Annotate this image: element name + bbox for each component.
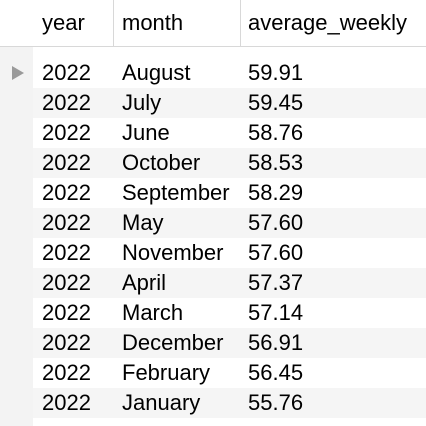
table-row[interactable]: 2022 March 57.14 (0, 298, 426, 328)
table-row[interactable]: 2022 October 58.53 (0, 148, 426, 178)
cell-year[interactable]: 2022 (42, 360, 91, 385)
cell-average-weekly[interactable]: 57.14 (248, 300, 304, 325)
cell-year[interactable]: 2022 (42, 60, 91, 85)
cell-month[interactable]: August (122, 60, 191, 85)
table-row[interactable]: 2022 July 59.45 (0, 88, 426, 118)
cell-average-weekly[interactable]: 56.91 (248, 330, 304, 355)
row-background (33, 298, 426, 328)
cell-year[interactable]: 2022 (42, 180, 91, 205)
cell-month[interactable]: November (122, 240, 224, 265)
cell-year[interactable]: 2022 (42, 330, 91, 355)
row-background (33, 238, 426, 268)
cell-month[interactable]: July (122, 90, 162, 115)
table-row[interactable]: 2022 December 56.91 (0, 328, 426, 358)
cell-average-weekly[interactable]: 56.45 (248, 360, 304, 385)
cell-month[interactable]: September (122, 180, 230, 205)
row-background (33, 358, 426, 388)
cell-average-weekly[interactable]: 58.53 (248, 150, 304, 175)
header-divider (0, 46, 426, 47)
row-background (33, 208, 426, 238)
cell-average-weekly[interactable]: 59.91 (248, 60, 304, 85)
cell-year[interactable]: 2022 (42, 300, 91, 325)
cell-month[interactable]: May (122, 210, 164, 235)
cell-month[interactable]: January (122, 390, 201, 415)
cell-average-weekly[interactable]: 57.37 (248, 270, 304, 295)
cell-month[interactable]: April (122, 270, 167, 295)
cell-average-weekly[interactable]: 55.76 (248, 390, 304, 415)
cell-year[interactable]: 2022 (42, 90, 91, 115)
table-row[interactable]: 2022 May 57.60 (0, 208, 426, 238)
cell-month[interactable]: March (122, 300, 184, 325)
table-row[interactable]: 2022 January 55.76 (0, 388, 426, 418)
column-header-month[interactable]: month (122, 10, 184, 35)
row-background (33, 268, 426, 298)
cell-average-weekly[interactable]: 58.76 (248, 120, 304, 145)
column-divider[interactable] (113, 0, 114, 46)
triangle-right-icon (12, 66, 24, 80)
row-background (33, 388, 426, 418)
row-background (33, 178, 426, 208)
row-background (33, 328, 426, 358)
cell-average-weekly[interactable]: 58.29 (248, 180, 304, 205)
table-row[interactable]: 2022 August 59.91 (0, 58, 426, 88)
cell-year[interactable]: 2022 (42, 210, 91, 235)
cell-year[interactable]: 2022 (42, 270, 91, 295)
row-background (33, 58, 426, 88)
column-header-year[interactable]: year (42, 10, 85, 35)
cell-year[interactable]: 2022 (42, 240, 91, 265)
row-background (33, 88, 426, 118)
cell-month[interactable]: February (122, 360, 211, 385)
cell-average-weekly[interactable]: 57.60 (248, 210, 304, 235)
column-divider[interactable] (240, 0, 241, 46)
cell-month[interactable]: December (122, 330, 224, 355)
table-row[interactable]: 2022 September 58.29 (0, 178, 426, 208)
table-row[interactable]: 2022 April 57.37 (0, 268, 426, 298)
cell-average-weekly[interactable]: 59.45 (248, 90, 304, 115)
row-background (33, 148, 426, 178)
cell-year[interactable]: 2022 (42, 150, 91, 175)
table-row[interactable]: 2022 February 56.45 (0, 358, 426, 388)
table-row[interactable]: 2022 November 57.60 (0, 238, 426, 268)
cell-year[interactable]: 2022 (42, 390, 91, 415)
table-row[interactable]: 2022 June 58.76 (0, 118, 426, 148)
row-background (33, 118, 426, 148)
column-header-row: year month average_weekly (0, 0, 426, 46)
cell-average-weekly[interactable]: 57.60 (248, 240, 304, 265)
cell-year[interactable]: 2022 (42, 120, 91, 145)
cell-month[interactable]: June (122, 120, 170, 145)
cell-month[interactable]: October (122, 150, 201, 175)
column-header-average-weekly[interactable]: average_weekly (248, 10, 407, 35)
